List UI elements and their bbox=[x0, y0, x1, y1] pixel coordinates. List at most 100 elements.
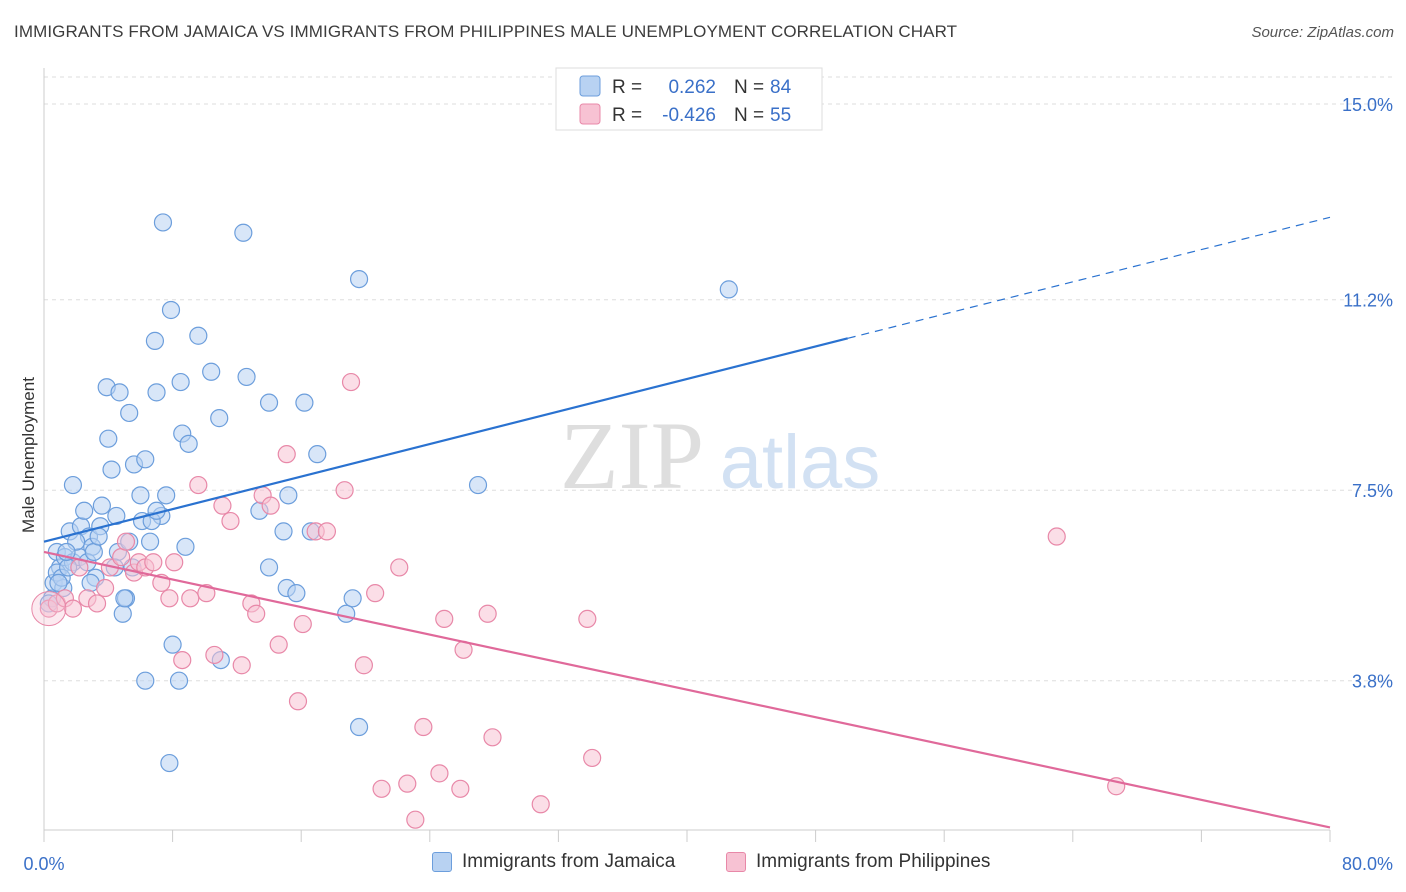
jamaica-point-42 bbox=[163, 635, 182, 654]
jamaica-point-43 bbox=[169, 671, 189, 690]
philippines-point-37 bbox=[341, 372, 361, 392]
jamaica-point-82 bbox=[49, 573, 68, 592]
philippines-point-40 bbox=[372, 779, 391, 798]
philippines-point-3 bbox=[63, 599, 83, 618]
philippines-point-31 bbox=[277, 445, 296, 464]
jamaica-point-16 bbox=[92, 496, 111, 515]
legend-swatch-philippines bbox=[726, 852, 746, 872]
philippines-point-32 bbox=[288, 692, 308, 711]
jamaica-point-34 bbox=[136, 671, 155, 690]
series-philippines-points bbox=[31, 372, 1126, 829]
jamaica-point-35 bbox=[145, 331, 165, 350]
philippines-point-46 bbox=[435, 609, 454, 629]
philippines-point-20 bbox=[189, 475, 208, 495]
stats-r-value-1: -0.426 bbox=[662, 105, 716, 126]
philippines-point-53 bbox=[583, 748, 602, 768]
x-tick-label-1: 80.0% bbox=[1342, 854, 1393, 874]
source-label: Source: ZipAtlas.com bbox=[1251, 24, 1394, 41]
jamaica-point-67 bbox=[349, 717, 369, 737]
philippines-point-9 bbox=[112, 548, 131, 567]
watermark: ZIP atlas bbox=[560, 402, 880, 509]
jamaica-point-50 bbox=[210, 409, 229, 428]
jamaica-point-33 bbox=[140, 532, 160, 551]
y-tick-label-0: 3.8% bbox=[1352, 672, 1393, 692]
philippines-point-51 bbox=[531, 795, 550, 814]
legend-swatch-jamaica bbox=[432, 852, 452, 872]
jamaica-point-59 bbox=[279, 486, 298, 505]
stats-legend: R = 0.262 N = 84 R = -0.426 N = 55 bbox=[555, 67, 823, 131]
jamaica-point-29 bbox=[115, 589, 134, 608]
jamaica-point-41 bbox=[161, 300, 181, 320]
chart-title: IMMIGRANTS FROM JAMAICA VS IMMIGRANTS FR… bbox=[14, 22, 958, 41]
philippines-cluster-bubble bbox=[31, 591, 67, 627]
philippines-point-27 bbox=[247, 604, 266, 623]
jamaica-point-39 bbox=[157, 486, 176, 505]
jamaica-trendline bbox=[43, 337, 849, 543]
watermark-atlas: atlas bbox=[720, 420, 881, 505]
jamaica-point-53 bbox=[237, 367, 256, 387]
jamaica-point-46 bbox=[176, 537, 195, 556]
legend-label-jamaica: Immigrants from Jamaica bbox=[462, 851, 676, 872]
jamaica-trendline-extension bbox=[847, 216, 1331, 339]
philippines-point-18 bbox=[173, 650, 192, 670]
philippines-point-17 bbox=[165, 553, 184, 572]
jamaica-point-22 bbox=[110, 383, 129, 402]
philippines-point-54 bbox=[1047, 527, 1066, 546]
stats-swatch-pink bbox=[579, 103, 601, 125]
jamaica-point-40 bbox=[160, 753, 179, 773]
tick-labels: 3.8% 7.5% 11.2% 15.0% 0.0% 80.0% bbox=[23, 95, 1393, 874]
jamaica-point-55 bbox=[259, 393, 279, 412]
jamaica-point-36 bbox=[147, 383, 166, 402]
y-axis-label: Male Unemployment bbox=[19, 377, 38, 533]
jamaica-point-44 bbox=[171, 372, 190, 392]
jamaica-point-30 bbox=[131, 486, 150, 505]
philippines-point-47 bbox=[451, 779, 470, 798]
jamaica-point-11 bbox=[75, 501, 94, 520]
axes bbox=[43, 68, 1331, 842]
stats-n-value-0: 84 bbox=[770, 77, 792, 98]
philippines-point-7 bbox=[95, 578, 115, 598]
philippines-point-25 bbox=[232, 656, 251, 675]
philippines-point-38 bbox=[354, 656, 373, 675]
stats-n-label-1: N = bbox=[734, 105, 764, 126]
philippines-point-42 bbox=[398, 774, 417, 793]
jamaica-point-76 bbox=[84, 542, 103, 562]
jamaica-point-28 bbox=[120, 403, 139, 423]
philippines-point-19 bbox=[181, 589, 200, 608]
philippines-point-39 bbox=[366, 584, 385, 603]
philippines-point-10 bbox=[116, 532, 136, 551]
philippines-point-29 bbox=[261, 496, 280, 515]
philippines-point-22 bbox=[205, 645, 224, 665]
y-tick-label-3: 15.0% bbox=[1342, 95, 1393, 115]
jamaica-point-63 bbox=[308, 445, 327, 464]
legend-item-philippines: Immigrants from Philippines bbox=[726, 851, 990, 873]
philippines-trendline bbox=[43, 550, 1331, 829]
jamaica-point-19 bbox=[102, 460, 121, 479]
jamaica-point-56 bbox=[259, 558, 279, 577]
legend-item-jamaica: Immigrants from Jamaica bbox=[432, 851, 675, 873]
philippines-point-6 bbox=[87, 594, 107, 613]
stats-n-value-1: 55 bbox=[770, 105, 791, 126]
philippines-point-35 bbox=[317, 522, 337, 541]
y-tick-label-1: 7.5% bbox=[1352, 481, 1393, 501]
trend-lines bbox=[43, 216, 1331, 829]
watermark-zip: ZIP bbox=[560, 402, 704, 509]
philippines-point-14 bbox=[144, 553, 163, 572]
jamaica-point-57 bbox=[274, 522, 293, 541]
jamaica-point-47 bbox=[179, 434, 198, 453]
jamaica-point-49 bbox=[202, 362, 221, 381]
philippines-point-30 bbox=[269, 635, 288, 654]
jamaica-point-66 bbox=[349, 269, 369, 289]
jamaica-point-65 bbox=[343, 589, 362, 608]
jamaica-point-7 bbox=[63, 475, 83, 495]
stats-r-label-1: R = bbox=[612, 105, 642, 126]
philippines-point-16 bbox=[160, 589, 179, 608]
stats-r-value-0: 0.262 bbox=[668, 77, 716, 98]
stats-n-label-0: N = bbox=[734, 77, 764, 98]
jamaica-point-61 bbox=[295, 393, 314, 412]
stats-swatch-blue bbox=[579, 75, 601, 97]
jamaica-point-38 bbox=[153, 213, 173, 232]
jamaica-point-48 bbox=[189, 326, 208, 345]
philippines-point-41 bbox=[390, 558, 409, 577]
